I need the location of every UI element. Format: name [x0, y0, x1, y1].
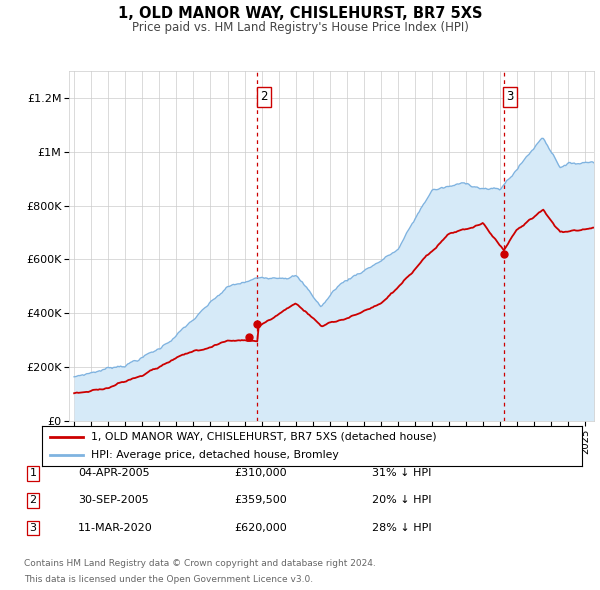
Text: This data is licensed under the Open Government Licence v3.0.: This data is licensed under the Open Gov…: [24, 575, 313, 584]
Text: HPI: Average price, detached house, Bromley: HPI: Average price, detached house, Brom…: [91, 450, 338, 460]
Text: Contains HM Land Registry data © Crown copyright and database right 2024.: Contains HM Land Registry data © Crown c…: [24, 559, 376, 568]
Text: 28% ↓ HPI: 28% ↓ HPI: [372, 523, 431, 533]
Text: 2: 2: [260, 90, 268, 103]
Text: £620,000: £620,000: [234, 523, 287, 533]
Text: 2: 2: [29, 496, 37, 505]
Text: 04-APR-2005: 04-APR-2005: [78, 468, 149, 478]
Text: 1, OLD MANOR WAY, CHISLEHURST, BR7 5XS: 1, OLD MANOR WAY, CHISLEHURST, BR7 5XS: [118, 6, 482, 21]
Text: 1, OLD MANOR WAY, CHISLEHURST, BR7 5XS (detached house): 1, OLD MANOR WAY, CHISLEHURST, BR7 5XS (…: [91, 432, 436, 442]
Text: 31% ↓ HPI: 31% ↓ HPI: [372, 468, 431, 478]
Text: Price paid vs. HM Land Registry's House Price Index (HPI): Price paid vs. HM Land Registry's House …: [131, 21, 469, 34]
Text: 1: 1: [29, 468, 37, 478]
Text: 20% ↓ HPI: 20% ↓ HPI: [372, 496, 431, 505]
Text: 11-MAR-2020: 11-MAR-2020: [78, 523, 153, 533]
Text: £359,500: £359,500: [234, 496, 287, 505]
Text: £310,000: £310,000: [234, 468, 287, 478]
Text: 3: 3: [506, 90, 514, 103]
Text: 30-SEP-2005: 30-SEP-2005: [78, 496, 149, 505]
Text: 3: 3: [29, 523, 37, 533]
